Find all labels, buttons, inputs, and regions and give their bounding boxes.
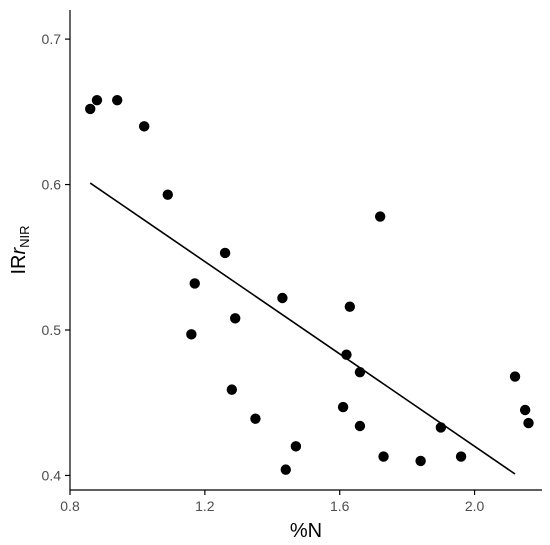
data-point <box>230 313 241 324</box>
data-point <box>523 417 534 429</box>
y-tick-label: 0.4 <box>42 467 62 483</box>
data-point <box>435 422 447 433</box>
y-tick-label: 0.5 <box>42 322 62 338</box>
x-axis-title: %N <box>290 520 322 542</box>
x-tick-label: 2.0 <box>465 498 485 514</box>
data-point <box>374 211 386 222</box>
data-point <box>354 366 366 378</box>
data-point <box>226 384 238 395</box>
data-point <box>455 451 467 462</box>
data-point <box>290 441 302 452</box>
y-axis-title: IRrNIR <box>8 225 32 274</box>
data-point <box>341 349 352 360</box>
data-point <box>519 404 531 416</box>
y-tick-label: 0.6 <box>42 177 62 193</box>
y-tick-label: 0.7 <box>42 31 62 47</box>
y-axis-title-italic: r <box>8 247 30 255</box>
plot-area <box>85 94 534 475</box>
x-tick-label: 1.6 <box>330 498 350 514</box>
data-point <box>378 451 389 462</box>
data-point <box>91 94 103 106</box>
data-point <box>186 329 197 340</box>
data-point <box>189 278 200 289</box>
data-point <box>354 420 366 432</box>
data-point <box>280 464 291 475</box>
data-point <box>112 94 123 106</box>
data-point <box>509 371 521 382</box>
data-point <box>415 455 426 467</box>
data-point <box>277 292 288 304</box>
trend-line <box>89 182 516 475</box>
data-point <box>344 301 356 312</box>
y-axis-ticks: 0.4 0.5 0.6 0.7 <box>42 31 70 483</box>
data-point <box>85 103 96 115</box>
y-axis-title-subscript: NIR <box>17 225 32 247</box>
data-point <box>219 247 231 259</box>
x-tick-label: 0.8 <box>60 498 80 514</box>
x-axis-ticks: 0.8 1.2 1.6 2.0 <box>60 490 485 514</box>
x-tick-label: 1.2 <box>195 498 215 514</box>
data-point <box>337 401 349 413</box>
data-point <box>138 121 150 132</box>
y-axis-title-main: IR <box>8 255 30 275</box>
data-point <box>162 189 173 200</box>
data-point <box>250 413 261 424</box>
